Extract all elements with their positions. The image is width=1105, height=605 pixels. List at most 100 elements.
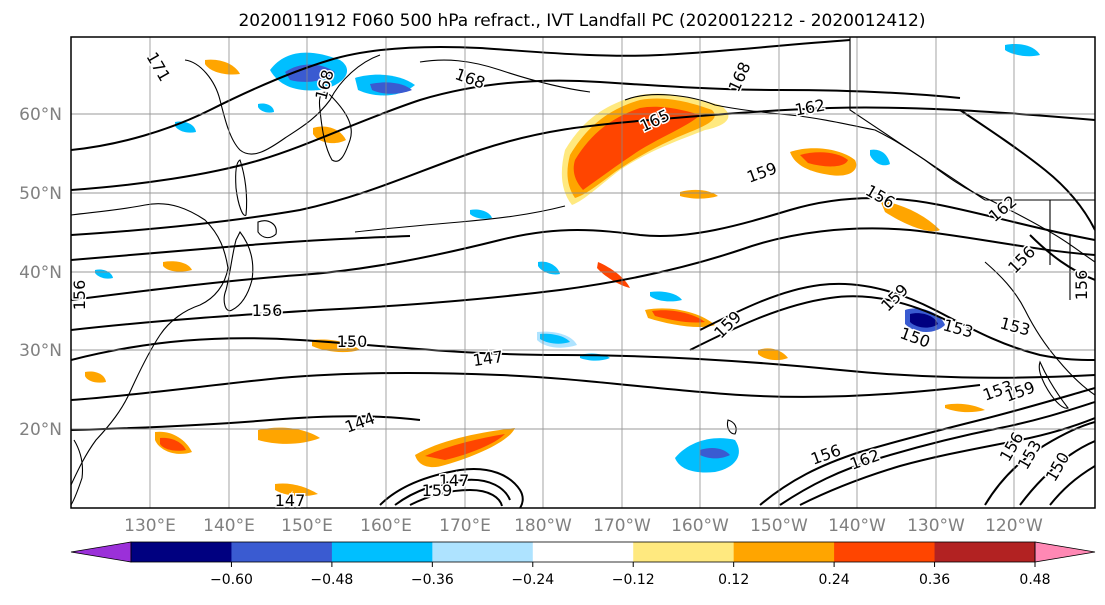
- colorbar-max-extend: [1034, 541, 1096, 563]
- colorbar-tick-label: −0.36: [411, 572, 454, 588]
- map-background: [71, 37, 1095, 508]
- negative-anomaly-patch: [540, 333, 570, 344]
- longitude-label: 150°W: [750, 516, 808, 536]
- colorbar-tick-label: 0.12: [718, 572, 749, 588]
- positive-anomaly-patch: [573, 106, 700, 190]
- coastline-okhotsk: [184, 54, 381, 155]
- map-gridlines: [71, 37, 1095, 508]
- coastline-baja: [1038, 360, 1069, 409]
- positive-anomaly-patch: [85, 371, 106, 383]
- negative-anomaly-patch: [910, 313, 938, 328]
- longitude-label: 150°E: [281, 516, 333, 536]
- longitude-labels: 130°E 140°E 150°E 160°E 170°E 180°W 170°W 160°W…: [124, 516, 1043, 536]
- negative-anomaly-patch: [538, 261, 560, 275]
- contour-line: [1019, 440, 1095, 506]
- positive-anomaly-patch: [258, 427, 320, 444]
- colorbar-segment: [331, 542, 433, 562]
- border-alaska-canada: [849, 37, 986, 201]
- contour-line: [984, 421, 1095, 506]
- longitude-label: 160°E: [360, 516, 412, 536]
- contour-line: [71, 197, 1095, 301]
- negative-anomaly-patch: [700, 447, 730, 459]
- colorbar-segment: [834, 542, 936, 562]
- colorbar: −0.60 −0.48 −0.36 −0.24 −0.12 0.12 0.24 0.36 0.4…: [70, 541, 1096, 588]
- colorbar-tick-label: −0.12: [612, 572, 655, 588]
- latitude-label: 20°N: [19, 420, 62, 440]
- colorbar-tick-label: −0.24: [511, 572, 554, 588]
- coastline-alaska: [624, 94, 1095, 263]
- coastline-north-america-west: [984, 261, 1095, 396]
- colorbar-tick-label: 0.36: [919, 572, 950, 588]
- coastline-hawaii: [726, 419, 737, 435]
- contour-label: 156: [70, 280, 89, 311]
- latitude-label: 50°N: [19, 184, 62, 204]
- longitude-label: 140°E: [203, 516, 255, 536]
- contour-label: 147: [471, 347, 504, 370]
- coastline-philippines: [71, 439, 84, 506]
- contour-label: 147: [439, 471, 470, 490]
- contour-label: 147: [275, 491, 306, 510]
- positive-anomaly-patch: [652, 310, 705, 323]
- negative-anomaly-patch: [285, 64, 335, 82]
- contour-line: [959, 109, 1095, 231]
- positive-anomaly-patch: [945, 403, 985, 413]
- contour-line: [1029, 234, 1095, 281]
- colorbar-segment: [231, 542, 333, 562]
- latitude-label: 30°N: [19, 341, 62, 361]
- contour-line: [71, 79, 961, 191]
- contour-line: [71, 39, 851, 151]
- contour-line: [1049, 465, 1095, 506]
- longitude-label: 170°E: [439, 516, 491, 536]
- contour-line: [71, 337, 1095, 379]
- contour-line: [71, 235, 411, 261]
- contour-line: [409, 488, 503, 507]
- colorbar-segment: [432, 542, 534, 562]
- negative-anomaly-patch: [258, 103, 274, 113]
- coastline-bering: [419, 59, 591, 93]
- negative-anomaly-patch: [370, 82, 412, 94]
- colorbar-tick-label: −0.48: [310, 572, 353, 588]
- positive-anomaly-patch: [758, 348, 788, 361]
- positive-anomaly-patch: [160, 437, 186, 451]
- coastline-hokkaido: [257, 220, 277, 239]
- colorbar-segment: [532, 542, 634, 562]
- latitude-label: 40°N: [19, 263, 62, 283]
- colorbar-frame: [130, 541, 1036, 563]
- positive-anomaly-patch: [163, 261, 192, 272]
- contour-line: [71, 372, 981, 401]
- contour-line: [379, 468, 524, 508]
- contour-label: 156: [1072, 270, 1091, 301]
- coastline-sakhalin: [235, 159, 248, 216]
- negative-anomaly-patch: [650, 291, 682, 302]
- contour-label: 159: [422, 481, 453, 500]
- coastline-japan: [223, 230, 254, 312]
- colorbar-tick-label: 0.48: [1019, 572, 1050, 588]
- longitude-label: 180°W: [514, 516, 572, 536]
- longitude-label: 120°W: [985, 516, 1043, 536]
- colorbar-tick-label: −0.60: [210, 572, 253, 588]
- longitude-label: 170°W: [593, 516, 651, 536]
- coastlines: [71, 37, 1095, 506]
- positive-anomaly-patch: [800, 152, 848, 167]
- colorbar-tick-label: 0.24: [819, 572, 850, 588]
- colorbar-min-extend: [70, 541, 132, 563]
- contour-line: [689, 295, 951, 351]
- coastline-aleutians: [354, 205, 566, 233]
- longitude-label: 140°W: [828, 516, 886, 536]
- map-frame: [70, 36, 1096, 509]
- latitude-labels: 60°N 50°N 40°N 30°N 20°N: [19, 105, 62, 440]
- contour-line: [71, 415, 421, 431]
- contour-line: [699, 282, 1095, 361]
- negative-anomaly-patch: [870, 149, 890, 166]
- refractivity-contours: [71, 39, 1095, 508]
- contour-line: [759, 387, 1095, 506]
- colorbar-segment: [733, 542, 835, 562]
- contour-label: 150: [337, 332, 368, 351]
- positive-anomaly-patch: [880, 200, 940, 232]
- contour-line: [779, 401, 1095, 506]
- colorbar-segment: [934, 542, 1036, 562]
- longitude-label: 130°W: [907, 516, 965, 536]
- negative-anomaly-patch: [470, 209, 492, 219]
